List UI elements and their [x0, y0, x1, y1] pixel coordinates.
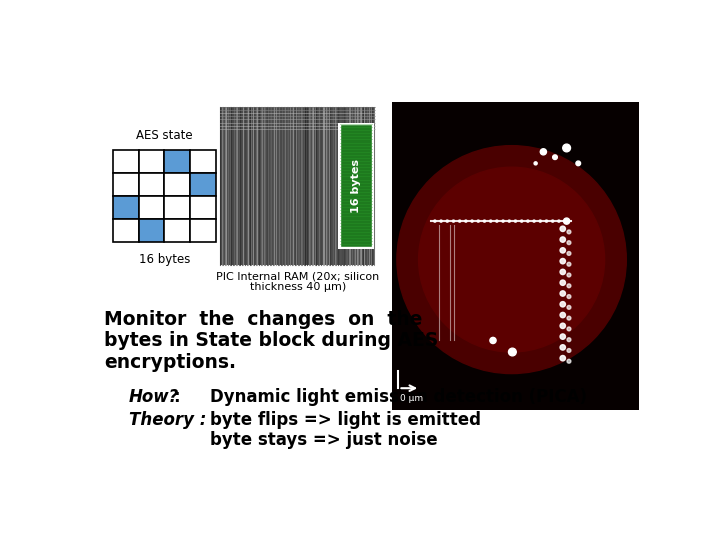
Bar [139, 173, 164, 195]
Bar [338, 123, 374, 249]
Bar [190, 195, 215, 219]
Circle shape [558, 220, 560, 222]
Text: AES state: AES state [136, 129, 193, 142]
Circle shape [502, 220, 504, 222]
Circle shape [560, 323, 565, 328]
Bar [113, 195, 139, 219]
Circle shape [560, 301, 565, 307]
Circle shape [560, 259, 565, 264]
Circle shape [418, 167, 605, 352]
Bar [113, 219, 139, 242]
Circle shape [567, 348, 571, 353]
Circle shape [567, 338, 571, 342]
Circle shape [560, 226, 565, 232]
Circle shape [514, 220, 517, 222]
Text: encryptions.: encryptions. [104, 353, 236, 372]
Circle shape [545, 220, 548, 222]
Text: 16 bytes: 16 bytes [139, 253, 190, 266]
Text: byte flips => light is emitted: byte flips => light is emitted [210, 411, 481, 429]
Circle shape [534, 162, 537, 165]
Bar [139, 150, 164, 173]
Circle shape [560, 237, 565, 242]
Bar [113, 150, 139, 173]
Bar [340, 124, 372, 247]
Bar [392, 102, 639, 410]
Bar [190, 219, 215, 242]
Text: PIC Internal RAM (20x; silicon: PIC Internal RAM (20x; silicon [216, 271, 379, 281]
Circle shape [553, 155, 557, 159]
Circle shape [560, 355, 565, 361]
Circle shape [560, 291, 565, 296]
Bar [220, 107, 375, 265]
Circle shape [539, 220, 541, 222]
Circle shape [540, 148, 546, 155]
Circle shape [563, 144, 570, 152]
Bar [164, 150, 190, 173]
Circle shape [521, 220, 523, 222]
Circle shape [567, 306, 571, 309]
Circle shape [508, 348, 516, 356]
Circle shape [567, 359, 571, 363]
Circle shape [471, 220, 473, 222]
Text: Theory :: Theory : [129, 411, 206, 429]
Circle shape [508, 220, 510, 222]
Text: How?: How? [129, 388, 179, 406]
Bar [190, 150, 215, 173]
Circle shape [560, 248, 565, 253]
Circle shape [560, 345, 565, 350]
Circle shape [567, 295, 571, 299]
Bar [113, 173, 139, 195]
Circle shape [495, 220, 498, 222]
Circle shape [464, 220, 467, 222]
Text: Monitor  the  changes  on  the: Monitor the changes on the [104, 309, 423, 329]
Circle shape [477, 220, 480, 222]
Circle shape [490, 338, 496, 343]
Circle shape [567, 241, 571, 245]
Circle shape [560, 312, 565, 318]
Circle shape [576, 161, 580, 166]
Circle shape [564, 218, 570, 224]
Bar [139, 195, 164, 219]
Circle shape [560, 269, 565, 275]
Circle shape [567, 230, 571, 234]
Circle shape [567, 316, 571, 320]
Text: 0 µm: 0 µm [400, 394, 423, 403]
Text: thickness 40 µm): thickness 40 µm) [250, 282, 346, 292]
Circle shape [433, 220, 436, 222]
Circle shape [533, 220, 535, 222]
Bar [139, 219, 164, 242]
Circle shape [560, 334, 565, 339]
Bar [164, 195, 190, 219]
Text: :: : [173, 388, 179, 406]
Circle shape [483, 220, 485, 222]
Circle shape [459, 220, 461, 222]
Circle shape [452, 220, 454, 222]
Circle shape [397, 146, 626, 374]
Circle shape [490, 220, 492, 222]
Text: bytes in State block during AES: bytes in State block during AES [104, 331, 438, 350]
Circle shape [564, 220, 566, 222]
Circle shape [440, 220, 442, 222]
Circle shape [567, 273, 571, 277]
Text: 16 bytes: 16 bytes [351, 159, 361, 213]
Circle shape [567, 262, 571, 266]
Circle shape [446, 220, 449, 222]
Bar [190, 173, 215, 195]
Bar [164, 219, 190, 242]
Circle shape [560, 280, 565, 286]
Bar [164, 173, 190, 195]
Text: Dynamic light emission detection (PICA): Dynamic light emission detection (PICA) [210, 388, 587, 406]
Circle shape [567, 327, 571, 331]
Circle shape [567, 252, 571, 255]
Circle shape [567, 284, 571, 288]
Text: byte stays => just noise: byte stays => just noise [210, 431, 438, 449]
Circle shape [552, 220, 554, 222]
Circle shape [527, 220, 529, 222]
